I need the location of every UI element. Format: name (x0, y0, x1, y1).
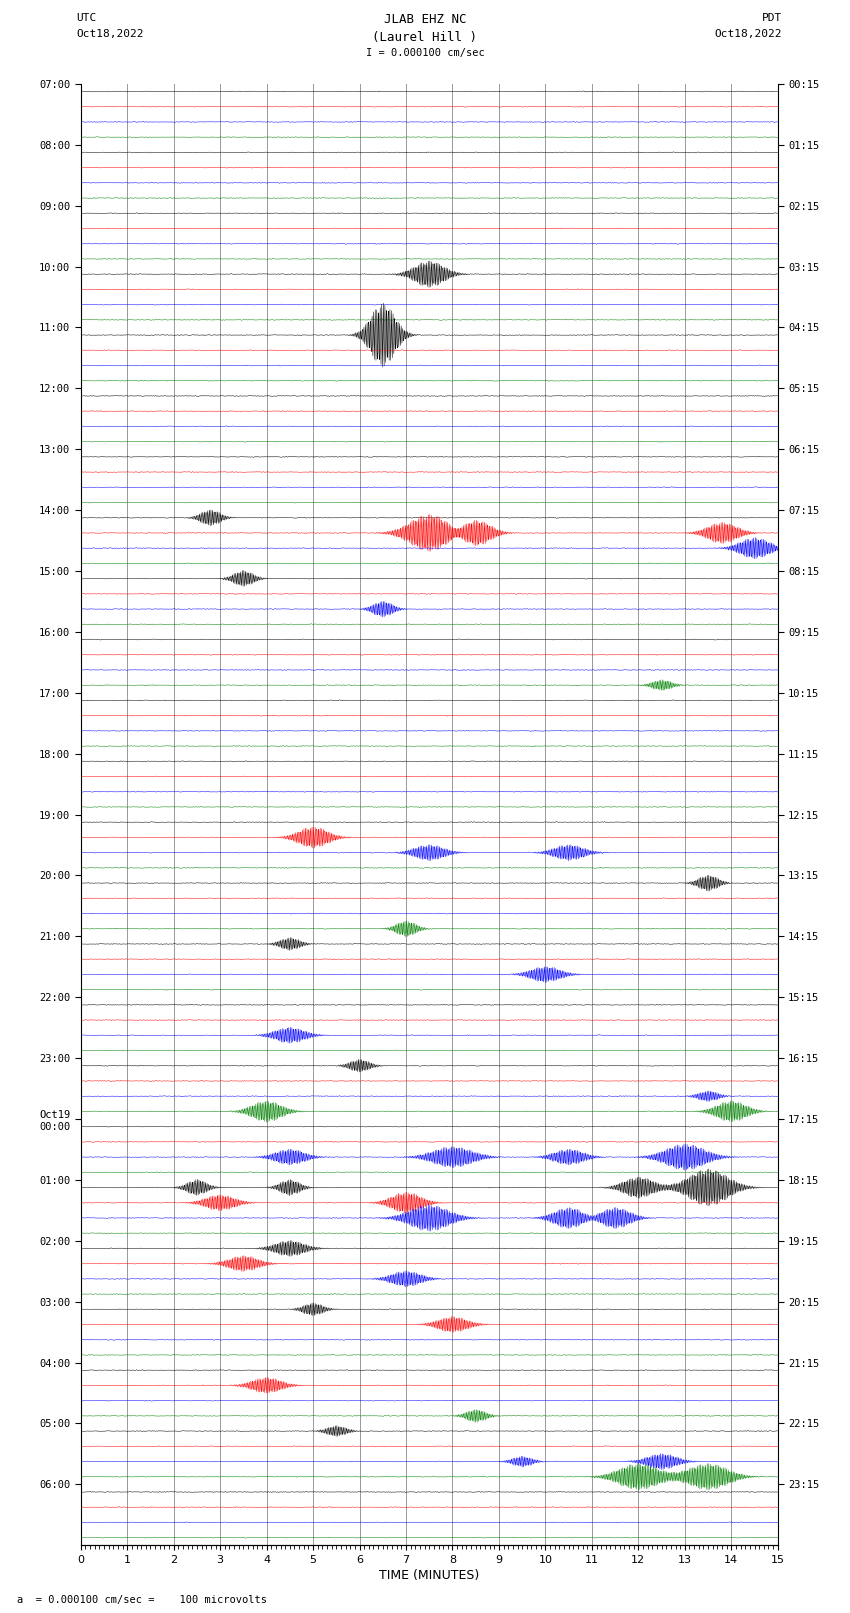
Text: PDT: PDT (762, 13, 782, 23)
X-axis label: TIME (MINUTES): TIME (MINUTES) (379, 1569, 479, 1582)
Text: (Laurel Hill ): (Laurel Hill ) (372, 31, 478, 44)
Text: Oct18,2022: Oct18,2022 (76, 29, 144, 39)
Text: UTC: UTC (76, 13, 97, 23)
Text: a  = 0.000100 cm/sec =    100 microvolts: a = 0.000100 cm/sec = 100 microvolts (17, 1595, 267, 1605)
Text: Oct18,2022: Oct18,2022 (715, 29, 782, 39)
Text: I = 0.000100 cm/sec: I = 0.000100 cm/sec (366, 48, 484, 58)
Text: JLAB EHZ NC: JLAB EHZ NC (383, 13, 467, 26)
